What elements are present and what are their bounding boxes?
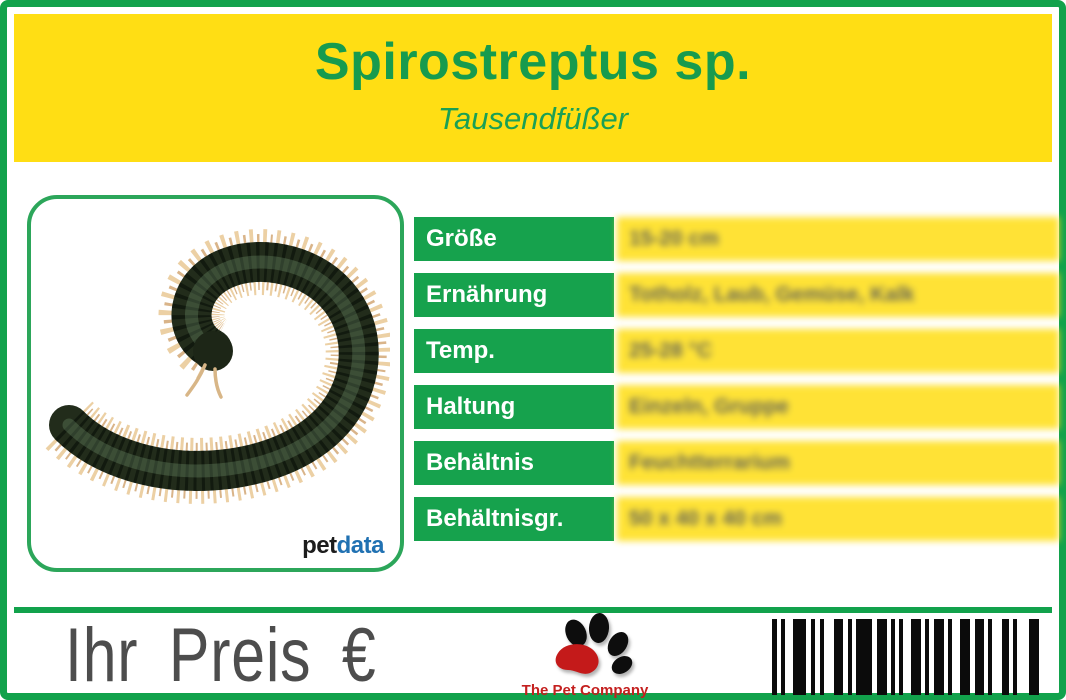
spec-value-blurred: 50 x 40 x 40 cm: [617, 497, 1059, 541]
spec-row: Temp. 25-28 °C: [414, 329, 1059, 373]
spec-value-blurred: 15-20 cm: [617, 217, 1059, 261]
spec-label: Größe: [414, 217, 614, 261]
spec-cell-gap: [614, 497, 617, 541]
barcode-bar: [877, 619, 887, 695]
barcode-bar: [793, 619, 806, 695]
company-logo: The Pet Company: [515, 613, 655, 700]
spec-table: Größe 15-20 cm Ernährung Totholz, Laub, Gem…: [414, 217, 1059, 553]
header-band: Spirostreptus sp. Tausendfüßer: [14, 14, 1052, 162]
barcode-bar: [988, 619, 992, 695]
petdata-logo-data: data: [336, 532, 385, 559]
barcode-bar: [856, 619, 872, 695]
spec-cell-gap: [614, 217, 617, 261]
species-title: Spirostreptus sp.: [314, 33, 752, 91]
spec-label: Haltung: [414, 385, 614, 429]
barcode-bar: [811, 619, 815, 695]
common-name-subtitle: Tausendfüßer: [437, 101, 629, 137]
spec-label: Temp.: [414, 329, 614, 373]
barcode-bar: [899, 619, 903, 695]
spec-row: Ernährung Totholz, Laub, Gemüse, Kalk: [414, 273, 1059, 317]
barcode-bar: [772, 619, 777, 695]
spec-row: Größe 15-20 cm: [414, 217, 1059, 261]
spec-label: Behältnis: [414, 441, 614, 485]
barcode-bar: [911, 619, 921, 695]
barcode-bar: [1002, 619, 1009, 695]
price-label: Ihr Preis €: [65, 613, 377, 698]
barcode-bar: [1029, 619, 1039, 695]
barcode: [772, 619, 1039, 695]
barcode-bar: [975, 619, 984, 695]
barcode-bar: [781, 619, 785, 695]
barcode-bar: [948, 619, 952, 695]
barcode-bar: [848, 619, 852, 695]
barcode-bar: [820, 619, 824, 695]
petdata-logo: petdata: [302, 532, 384, 560]
barcode-bar: [934, 619, 944, 695]
paw-print-icon: [555, 613, 633, 674]
spec-value-blurred: Einzeln, Gruppe: [617, 385, 1059, 429]
spec-cell-gap: [614, 385, 617, 429]
spec-cell-gap: [614, 329, 617, 373]
company-name: The Pet Company: [521, 682, 649, 699]
spec-cell-gap: [614, 441, 617, 485]
spec-row: Behältnis Feuchtterrarium: [414, 441, 1059, 485]
barcode-bar: [891, 619, 895, 695]
petdata-logo-pet: pet: [302, 532, 337, 559]
barcode-bar: [960, 619, 970, 695]
spec-row: Haltung Einzeln, Gruppe: [414, 385, 1059, 429]
barcode-bar: [1013, 619, 1017, 695]
footer-divider: [14, 607, 1052, 613]
spec-label: Ernährung: [414, 273, 614, 317]
spec-row: Behältnisgr. 50 x 40 x 40 cm: [414, 497, 1059, 541]
barcode-bar: [834, 619, 843, 695]
animal-photo-frame: petdata: [27, 195, 404, 572]
spec-value-blurred: Feuchtterrarium: [617, 441, 1059, 485]
spec-cell-gap: [614, 273, 617, 317]
spec-value-blurred: Totholz, Laub, Gemüse, Kalk: [617, 273, 1059, 317]
spec-label: Behältnisgr.: [414, 497, 614, 541]
millipede-photo: [45, 229, 390, 504]
barcode-bar: [925, 619, 929, 695]
spec-value-blurred: 25-28 °C: [617, 329, 1059, 373]
